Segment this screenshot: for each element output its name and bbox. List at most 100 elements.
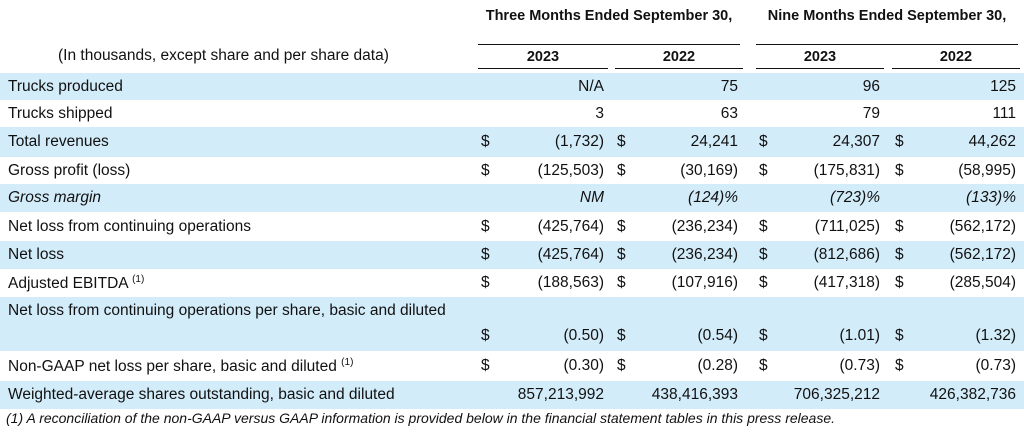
dollar-sign: $ [481,357,490,374]
dollar-sign: $ [759,133,768,150]
row-label-text: Gross margin [8,189,102,206]
value-cell: 857,213,992 [517,386,604,403]
dollar-sign: $ [895,327,904,344]
row-label-text: Trucks shipped [8,105,113,122]
row-label-text: Total revenues [8,133,109,150]
footnote-marker: (1) [132,274,145,285]
dollar-sign: $ [895,274,904,291]
value-cell: (0.73) [839,357,881,374]
value-cell: N/A [578,78,604,95]
dollar-sign: $ [617,246,626,263]
value-cell: (285,504) [949,274,1016,291]
value-cell: 96 [862,78,880,95]
value-cell: (125,503) [537,162,604,179]
value-cell: (175,831) [813,162,880,179]
value-cell: 24,241 [690,133,738,150]
row-label: Net loss from continuing operations [8,218,251,236]
value-cell: (425,764) [537,246,604,263]
value-cell: (1,732) [554,133,604,150]
dollar-sign: $ [759,162,768,179]
value-cell: 75 [720,78,738,95]
dollar-sign: $ [617,327,626,344]
year-rule-3 [756,68,884,69]
value-cell: (0.30) [563,357,605,374]
row-label-text: Net loss from continuing operations per … [8,302,446,319]
value-cell: (562,172) [949,246,1016,263]
table-row: Trucks shipped 3 63 79 111 [0,100,1024,127]
dollar-sign: $ [759,274,768,291]
table-row: Net loss $ (425,764) $ (236,234) $ (812,686) $ (… [0,241,1024,269]
table-row: Trucks produced N/A 75 96 125 [0,73,1024,100]
value-cell: 3 [595,105,604,122]
dollar-sign: $ [481,246,490,263]
dollar-sign: $ [895,162,904,179]
value-cell: (711,025) [814,218,880,235]
three-months-rule [478,44,740,45]
dollar-sign: $ [895,246,904,263]
value-cell: 111 [992,105,1016,122]
value-cell: (0.50) [563,327,605,344]
dollar-sign: $ [617,274,626,291]
row-label: Gross margin [8,189,101,207]
value-cell: (58,995) [958,162,1016,179]
value-cell: (425,764) [537,218,604,235]
footnote-marker: (1) [341,357,354,368]
row-label-text: Non-GAAP net loss per share, basic and d… [8,358,337,376]
dollar-sign: $ [759,327,768,344]
dollar-sign: $ [759,246,768,263]
value-cell: (417,318) [813,274,880,291]
year-rule-1 [478,68,608,69]
three-months-header: Three Months Ended September 30, [485,8,733,24]
value-cell: (0.73) [975,357,1017,374]
value-cell: (812,686) [813,246,880,263]
row-label: Weighted-average shares outstanding, bas… [8,386,395,404]
dollar-sign: $ [759,357,768,374]
dollar-sign: $ [895,357,904,374]
row-label: Net loss from continuing operations per … [8,299,468,323]
dollar-sign: $ [617,133,626,150]
dollar-sign: $ [481,327,490,344]
value-cell: 44,262 [968,133,1016,150]
row-label: Total revenues [8,133,109,151]
table-row: Gross margin NM (124)% (723)% (133)% [0,184,1024,212]
dollar-sign: $ [759,218,768,235]
value-cell: (236,234) [671,246,738,263]
row-label-text: Net loss from continuing operations [8,218,251,235]
row-label: Non-GAAP net loss per share, basic and d… [8,357,353,376]
value-cell: (30,169) [680,162,738,179]
nine-months-rule [756,44,1018,45]
row-label-text: Trucks produced [8,78,123,95]
table-row: Net loss from continuing operations $ (425… [0,212,1024,241]
value-cell: (723)% [830,189,880,206]
year-rule-4 [892,68,1020,69]
year-header-3m-2022: 2022 [662,49,696,65]
table-row: Net loss from continuing operations per … [0,297,1024,351]
row-label: Net loss [8,246,64,264]
dollar-sign: $ [617,162,626,179]
year-header-9m-2022: 2022 [939,49,973,65]
dollar-sign: $ [481,218,490,235]
value-cell: 438,416,393 [651,386,738,403]
dollar-sign: $ [895,133,904,150]
dollar-sign: $ [617,357,626,374]
row-label: Trucks produced [8,78,123,96]
table-row: Non-GAAP net loss per share, basic and d… [0,351,1024,381]
value-cell: 426,382,736 [929,386,1016,403]
year-rule-2 [615,68,743,69]
value-cell: 79 [862,105,880,122]
row-label: Adjusted EBITDA (1) [8,274,144,293]
dollar-sign: $ [617,218,626,235]
value-cell: (562,172) [949,218,1016,235]
value-cell: (236,234) [671,218,738,235]
value-cell: (1.32) [975,327,1017,344]
dollar-sign: $ [895,218,904,235]
year-header-9m-2023: 2023 [803,49,837,65]
value-cell: (0.28) [697,357,739,374]
value-cell: 706,325,212 [793,386,880,403]
units-note: (In thousands, except share and per shar… [58,47,389,64]
value-cell: (124)% [688,189,738,206]
table-row: Gross profit (loss) $ (125,503) $ (30,169) $ (… [0,157,1024,184]
value-cell: (107,916) [671,274,738,291]
table-row: Adjusted EBITDA (1) $ (188,563) $ (107,916) $… [0,269,1024,297]
row-label-text: Weighted-average shares outstanding, bas… [8,386,395,403]
